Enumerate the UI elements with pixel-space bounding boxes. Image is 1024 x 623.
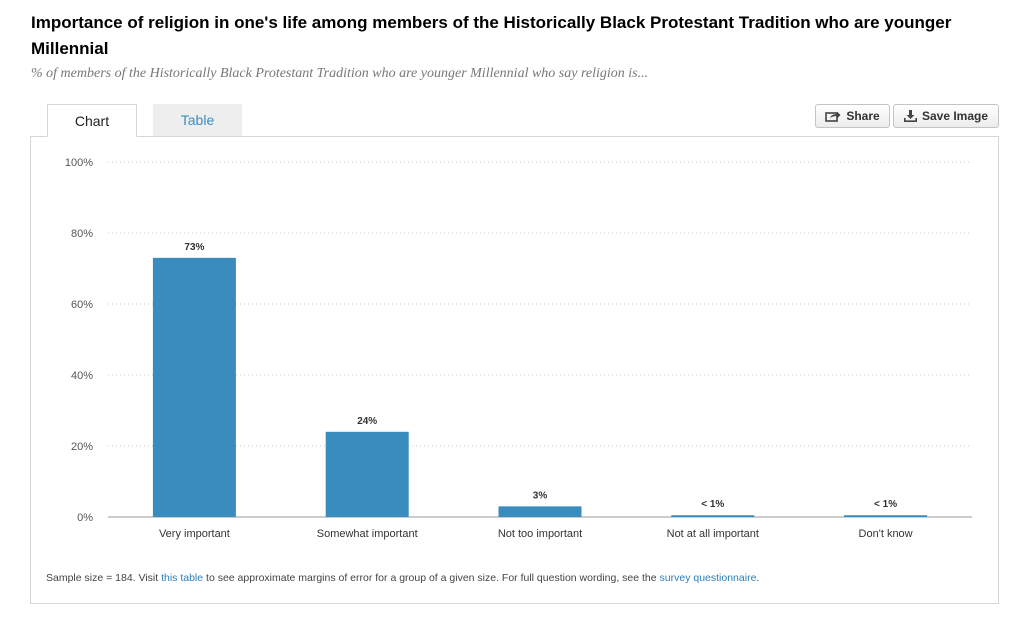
download-icon <box>903 110 917 122</box>
bar <box>671 515 755 517</box>
bar <box>498 506 582 517</box>
margins-table-link[interactable]: this table <box>161 572 204 584</box>
chart-title: Importance of religion in one's life amo… <box>31 13 952 58</box>
bar <box>844 515 928 517</box>
save-image-button[interactable]: Save Image <box>893 104 999 128</box>
save-image-label: Save Image <box>921 109 989 123</box>
x-category-label: Very important <box>159 528 230 540</box>
footnote-suffix: . <box>756 572 760 584</box>
bar <box>325 431 409 517</box>
footnote-middle: to see approximate margins of error for … <box>203 572 660 584</box>
y-tick-label: 0% <box>77 512 93 524</box>
y-tick-label: 100% <box>65 157 93 169</box>
data-label: 24% <box>357 416 377 427</box>
tab-table[interactable]: Table <box>153 104 242 136</box>
share-icon <box>825 110 841 122</box>
data-label: < 1% <box>701 499 724 510</box>
x-category-label: Don't know <box>859 528 913 540</box>
x-category-label: Somewhat important <box>317 528 418 540</box>
x-category-label: Not too important <box>498 528 582 540</box>
y-tick-label: 20% <box>71 441 93 453</box>
y-tick-label: 60% <box>71 299 93 311</box>
data-label: 73% <box>184 242 204 253</box>
share-button-label: Share <box>846 109 880 123</box>
x-category-label: Not at all important <box>667 528 759 540</box>
tab-chart[interactable]: Chart <box>47 104 137 137</box>
y-tick-label: 80% <box>71 228 93 240</box>
data-label: 3% <box>533 490 548 501</box>
chart-subtitle: % of members of the Historically Black P… <box>31 66 649 81</box>
footnote-prefix: Sample size = 184. Visit <box>46 572 162 584</box>
y-tick-label: 40% <box>71 370 93 382</box>
survey-questionnaire-link[interactable]: survey questionnaire <box>659 572 757 584</box>
bar <box>152 257 236 517</box>
share-button[interactable]: Share <box>815 104 890 128</box>
data-label: < 1% <box>874 499 897 510</box>
footnote: Sample size = 184. Visit this table to s… <box>46 572 759 584</box>
